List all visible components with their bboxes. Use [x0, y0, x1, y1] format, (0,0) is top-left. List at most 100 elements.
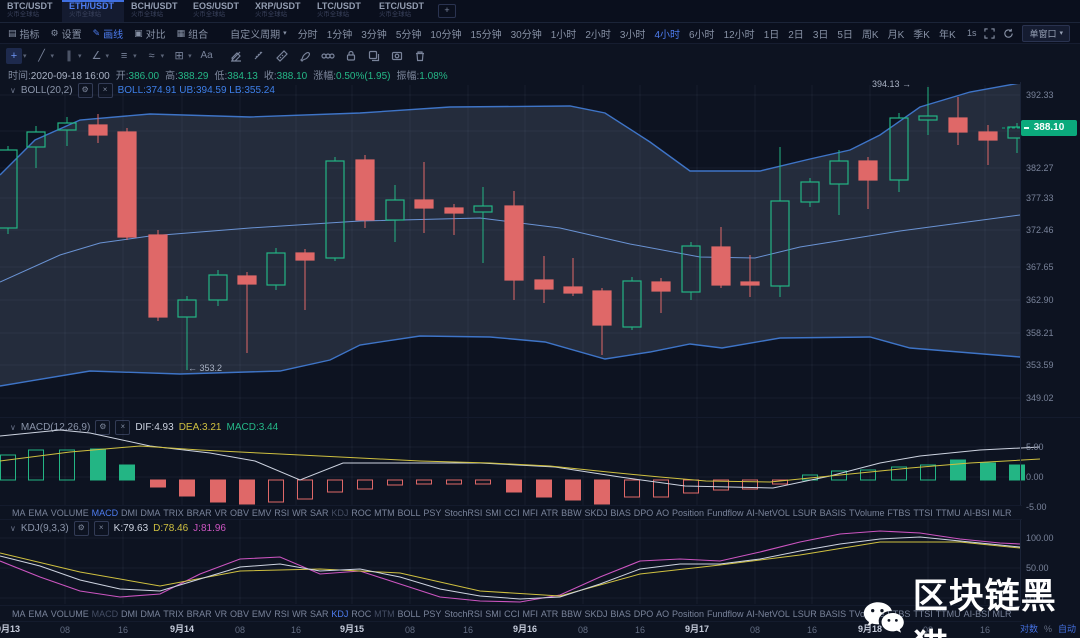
- symbol-tab-eos[interactable]: EOS/USDT 火币全球站: [186, 0, 248, 22]
- lock-tool[interactable]: [343, 48, 359, 64]
- collapse-icon[interactable]: ∨: [10, 423, 16, 432]
- indicator-tab-rsi[interactable]: RSI: [274, 608, 290, 619]
- timeframe-2小时[interactable]: 2小时: [585, 29, 611, 41]
- timeframe-年K[interactable]: 年K: [938, 29, 956, 41]
- indicator-tab-position[interactable]: Position: [672, 608, 705, 619]
- copy-tool[interactable]: [366, 48, 382, 64]
- trend-line-tool[interactable]: ╱ ▾: [34, 48, 54, 64]
- indicator-tab-mlr[interactable]: MLR: [992, 507, 1012, 518]
- indicator-tab-skdj[interactable]: SKDJ: [584, 507, 608, 518]
- indicator-tab-brar[interactable]: BRAR: [186, 507, 212, 518]
- indicator-tab-dpo[interactable]: DPO: [633, 608, 654, 619]
- indicator-tab-fundflow[interactable]: Fundflow: [706, 608, 744, 619]
- indicator-tab-ai-netvol[interactable]: AI-NetVOL: [746, 608, 790, 619]
- indicator-tab-ai-netvol[interactable]: AI-NetVOL: [746, 507, 790, 518]
- scale-control-1[interactable]: %: [1043, 624, 1052, 634]
- symbol-tab-xrp[interactable]: XRP/USDT 火币全球站: [248, 0, 310, 22]
- indicator-tab-dmi[interactable]: DMI: [121, 507, 138, 518]
- horizontal-line-tool[interactable]: ≡ ▾: [116, 48, 137, 64]
- indicator-tab-bbw[interactable]: BBW: [561, 507, 582, 518]
- timeframe-5日[interactable]: 5日: [837, 29, 853, 41]
- indicator-tab-trix[interactable]: TRIX: [163, 608, 184, 619]
- add-symbol-button[interactable]: +: [438, 4, 456, 18]
- indicator-tab-cci[interactable]: CCI: [504, 507, 520, 518]
- angle-tool[interactable]: ∠ ▾: [89, 48, 109, 64]
- indicator-tab-wr[interactable]: WR: [292, 507, 308, 518]
- indicator-tab-basis[interactable]: BASIS: [819, 507, 847, 518]
- indicator-tab-ma[interactable]: MA: [12, 507, 26, 518]
- indicator-tab-atr[interactable]: ATR: [540, 507, 559, 518]
- timeframe-3分钟[interactable]: 3分钟: [361, 29, 387, 41]
- indicator-tab-lsur[interactable]: LSUR: [792, 608, 817, 619]
- collapse-icon[interactable]: ∨: [10, 86, 16, 95]
- wave-tool[interactable]: ≈ ▾: [144, 48, 165, 64]
- indicator-tab-obv[interactable]: OBV: [229, 507, 249, 518]
- indicator-tab-ai-bsi[interactable]: AI-BSI: [963, 507, 990, 518]
- indicator-tab-emv[interactable]: EMV: [251, 608, 272, 619]
- group-tool[interactable]: [320, 48, 336, 64]
- indicator-tab-wr[interactable]: WR: [292, 608, 308, 619]
- indicator-tab-ftbs[interactable]: FTBS: [887, 608, 911, 619]
- compare-button[interactable]: ▣ 对比: [134, 27, 166, 41]
- timeframe-12小时[interactable]: 12小时: [723, 29, 755, 41]
- timeframe-1日[interactable]: 1日: [763, 29, 780, 41]
- window-mode-button[interactable]: 单窗口 ▾: [1022, 24, 1070, 42]
- indicator-tab-brar[interactable]: BRAR: [186, 608, 212, 619]
- indicator-tab-kdj[interactable]: KDJ: [331, 608, 349, 619]
- timeframe-6小时[interactable]: 6小时: [689, 29, 715, 41]
- indicator-tab-vr[interactable]: VR: [214, 507, 228, 518]
- indicator-tab-ma[interactable]: MA: [12, 608, 26, 619]
- symbol-tab-eth[interactable]: ETH/USDT 火币全球站: [62, 0, 124, 22]
- timeframe-5分钟[interactable]: 5分钟: [395, 29, 422, 41]
- scale-control-2[interactable]: 自动: [1057, 624, 1076, 634]
- kdj-close-button[interactable]: ×: [93, 521, 109, 536]
- symbol-tab-btc[interactable]: BTC/USDT 火币全球站: [0, 0, 62, 22]
- timeframe-月K[interactable]: 月K: [887, 29, 905, 41]
- macd-close-button[interactable]: ×: [115, 420, 131, 435]
- indicator-tab-kdj[interactable]: KDJ: [331, 507, 349, 518]
- indicator-tab-mtm[interactable]: MTM: [374, 507, 395, 518]
- timeframe-1小时[interactable]: 1小时: [550, 29, 577, 41]
- indicator-tab-psy[interactable]: PSY: [423, 507, 442, 518]
- crosshair-tool[interactable]: + ▾: [6, 47, 27, 64]
- indicator-tab-emv[interactable]: EMV: [251, 507, 272, 518]
- timeframe-10分钟[interactable]: 10分钟: [430, 29, 462, 41]
- settings-button[interactable]: ⚙ 设置: [50, 27, 82, 41]
- indicator-tab-boll[interactable]: BOLL: [397, 507, 421, 518]
- kdj-settings-button[interactable]: ⚙: [73, 521, 89, 536]
- delete-tool[interactable]: [412, 48, 428, 64]
- indicator-tab-mlr[interactable]: MLR: [992, 608, 1012, 619]
- indicator-tab-bias[interactable]: BIAS: [610, 507, 631, 518]
- timeframe-3日[interactable]: 3日: [812, 29, 829, 41]
- timeframe-2日[interactable]: 2日: [788, 29, 804, 41]
- timeframe-季K[interactable]: 季K: [913, 29, 930, 41]
- indicator-tab-mtm[interactable]: MTM: [374, 608, 395, 619]
- indicator-tab-basis[interactable]: BASIS: [819, 608, 847, 619]
- text-tool[interactable]: Aa: [199, 48, 215, 64]
- indicator-tab-ai-bsi[interactable]: AI-BSI: [963, 608, 990, 619]
- indicator-tab-volume[interactable]: VOLUME: [50, 608, 89, 619]
- timeframe-周K[interactable]: 周K: [861, 29, 879, 41]
- ruler-tool[interactable]: [274, 48, 290, 64]
- boll-close-button[interactable]: ×: [97, 83, 113, 98]
- indicator-tab-fundflow[interactable]: Fundflow: [706, 507, 744, 518]
- refresh-icon[interactable]: [1003, 28, 1014, 39]
- indicator-tab-smi[interactable]: SMI: [485, 608, 502, 619]
- indicator-tab-stochrsi[interactable]: StochRSI: [444, 608, 483, 619]
- symbol-tab-etc[interactable]: ETC/USDT 火币全球站: [372, 0, 434, 22]
- indicator-tab-stochrsi[interactable]: StochRSI: [444, 507, 483, 518]
- indicator-tab-vr[interactable]: VR: [214, 608, 228, 619]
- timeframe-15分钟[interactable]: 15分钟: [470, 29, 502, 41]
- macd-settings-button[interactable]: ⚙: [95, 420, 111, 435]
- indicator-tab-boll[interactable]: BOLL: [397, 608, 421, 619]
- timeframe-4小时[interactable]: 4小时: [654, 29, 680, 41]
- timeframe-3小时[interactable]: 3小时: [619, 29, 646, 41]
- parallel-channel-tool[interactable]: ∥ ▾: [61, 48, 81, 64]
- indicator-button[interactable]: ▤ 指标: [8, 27, 40, 41]
- indicator-tab-atr[interactable]: ATR: [540, 608, 559, 619]
- indicator-tab-ao[interactable]: AO: [656, 608, 670, 619]
- indicator-tab-trix[interactable]: TRIX: [163, 507, 184, 518]
- timeframe-分时[interactable]: 分时: [297, 29, 318, 41]
- collapse-icon[interactable]: ∨: [10, 524, 16, 533]
